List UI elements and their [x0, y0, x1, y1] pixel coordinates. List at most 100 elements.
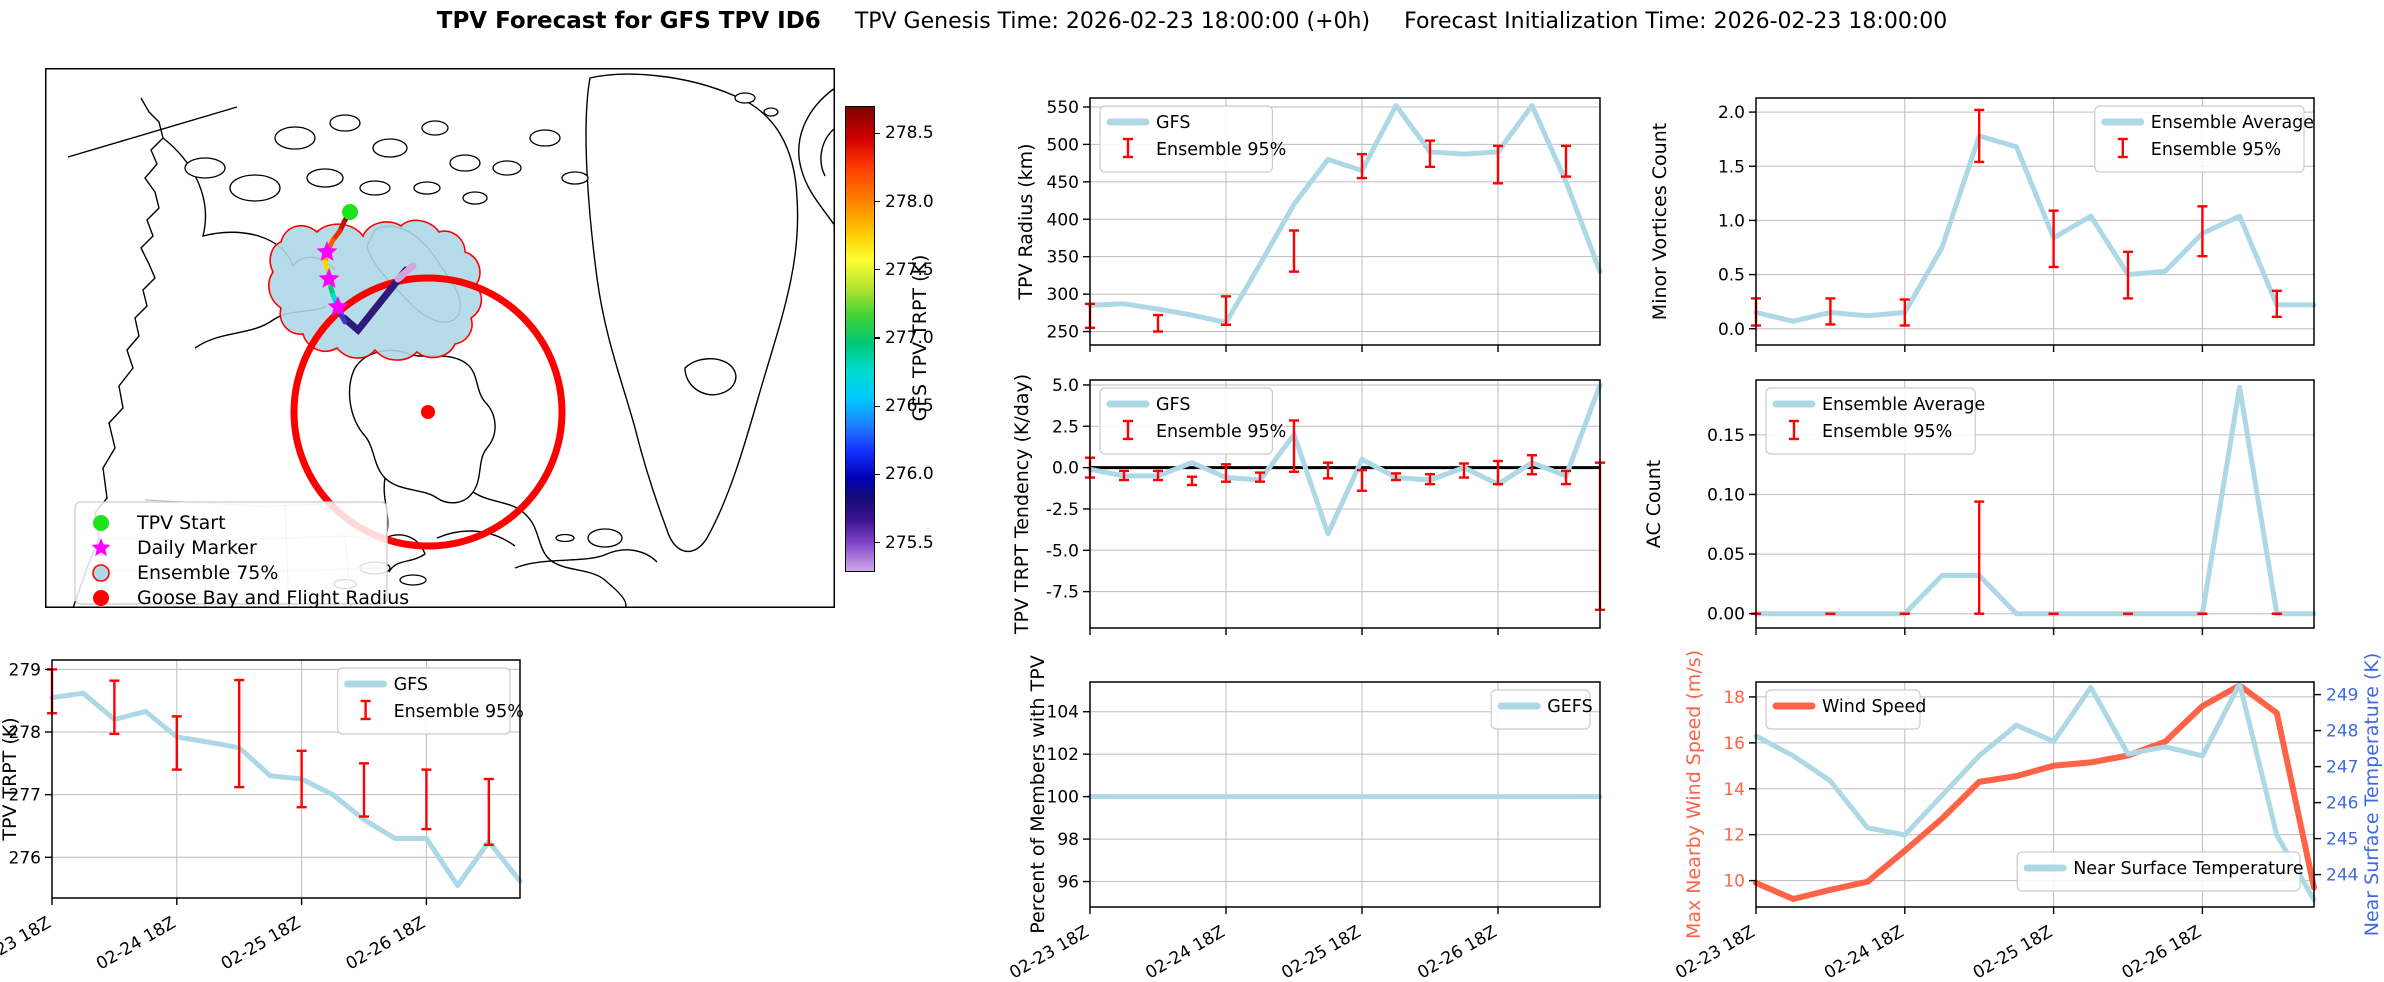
svg-text:0.05: 0.05 — [1707, 545, 1745, 565]
chart-ac: 0.00 0.05 0.10 0.15 AC Count Ensemble Average… — [1643, 379, 2317, 635]
chart-minor: 0.0 0.5 1.0 1.5 2.0 Minor Vortices Count Ensem… — [1649, 97, 2317, 352]
y-axis-label: TPV TRPT Tendency (K/day) — [1011, 374, 1033, 635]
plot-frame — [1089, 681, 1601, 908]
x-tick-label: 02-24 18Z — [93, 913, 179, 974]
colorbar-tick-label: 276.5 — [885, 396, 934, 417]
chart-percent: 96 98 100 102 104 02-23 18Z 02-24 18Z 02-25 18Z… — [1006, 655, 1603, 982]
legend: Near Surface Temperature — [2016, 851, 2304, 892]
svg-text:450: 450 — [1047, 173, 1079, 193]
legend: Wind Speed — [1765, 689, 1926, 730]
axes: 250 300 350 400 450 500 550 — [1047, 98, 1499, 352]
goose-bay-dot — [421, 405, 435, 419]
svg-text:0.5: 0.5 — [1718, 266, 1745, 286]
series-ensemble-average — [1753, 133, 2317, 324]
svg-text:-2.5: -2.5 — [1046, 500, 1079, 520]
gridlines — [1089, 98, 1600, 345]
colorbar-tick — [874, 473, 880, 476]
series-gfs — [49, 690, 523, 888]
error-bars — [1085, 139, 1571, 333]
chart-tendency: -7.5 -5.0 -2.5 0.0 2.5 5.0 TPV TRPT Tendency (… — [1011, 374, 1605, 635]
chart-trpt: 276 277 278 279 02-23 18Z 02-24 18Z 02-25 18Z 0… — [0, 659, 524, 974]
svg-text:276: 276 — [9, 848, 41, 868]
svg-text:550: 550 — [1047, 98, 1079, 118]
x-tick-label: 02-24 18Z — [1142, 922, 1228, 982]
x-tick-label: 02-23 18Z — [0, 913, 55, 974]
legend-entry-label: GFS — [1156, 113, 1190, 133]
plot-frame — [1089, 97, 1601, 346]
x-tick-label: 02-23 18Z — [1006, 922, 1092, 982]
colorbar-tick-label: 277.5 — [885, 259, 934, 280]
svg-text:249: 249 — [2326, 686, 2358, 706]
svg-text:0.15: 0.15 — [1707, 426, 1745, 446]
legend-entry-label: Ensemble Average — [2151, 113, 2314, 133]
error-bars — [47, 668, 494, 846]
svg-text:245: 245 — [2326, 830, 2358, 850]
svg-text:2.5: 2.5 — [1052, 417, 1079, 437]
svg-text:104: 104 — [1047, 703, 1079, 723]
svg-text:400: 400 — [1047, 210, 1079, 230]
svg-text:14: 14 — [1723, 780, 1745, 800]
svg-text:246: 246 — [2326, 794, 2358, 814]
daily-marker-star — [327, 296, 349, 316]
colorbar-tick — [874, 132, 880, 134]
tpv-start-dot — [342, 204, 358, 220]
right-y-axis-label: Near Surface Temperature (K) — [2361, 653, 2383, 937]
map-legend-label: Goose Bay and Flight Radius — [137, 587, 409, 608]
series-ensemble-average — [1753, 384, 2317, 617]
colorbar-tick — [874, 337, 880, 339]
svg-text:247: 247 — [2326, 758, 2358, 778]
svg-text:0.10: 0.10 — [1707, 485, 1745, 505]
legend-entry-label: GEFS — [1547, 697, 1593, 717]
svg-text:18: 18 — [1723, 688, 1745, 708]
title-genesis-time: TPV Genesis Time: 2026-02-23 18:00:00 (+… — [854, 9, 1371, 34]
colorbar-tick — [874, 542, 880, 544]
svg-text:16: 16 — [1723, 734, 1745, 754]
flight-radius-circle — [290, 274, 566, 550]
axes: 96 98 100 102 104 02-23 18Z 02-24 18Z 02-25 18Z… — [1006, 703, 1500, 982]
y-axis-label: Max Nearby Wind Speed (m/s) — [1683, 650, 1705, 939]
svg-text:102: 102 — [1047, 745, 1079, 765]
map-legend-label: Ensemble 75% — [137, 562, 278, 584]
map-svg: TPV Start Daily Marker Ensemble 75% Goose B… — [45, 68, 835, 608]
svg-text:100: 100 — [1047, 788, 1079, 808]
svg-text:1.5: 1.5 — [1718, 157, 1745, 177]
legend-entry-label: Ensemble 95% — [1156, 422, 1286, 442]
late-track-tip — [394, 262, 417, 283]
axes: 0.00 0.05 0.10 0.15 — [1707, 426, 2204, 635]
svg-text:277: 277 — [9, 786, 41, 806]
colorbar-axis-label: GFS TPV TRPT (K) — [909, 254, 931, 422]
x-tick-label: 02-25 18Z — [1970, 922, 2056, 982]
x-tick-label: 02-25 18Z — [1278, 922, 1364, 982]
legend-entry-label: GFS — [1156, 395, 1190, 415]
x-tick-label: 02-26 18Z — [343, 913, 429, 974]
series-near-surface-temperature — [1753, 681, 2317, 903]
legend: Ensemble Average Ensemble 95% — [1765, 387, 1985, 455]
svg-text:98: 98 — [1057, 830, 1079, 850]
svg-text:5.0: 5.0 — [1052, 376, 1079, 396]
x-tick-label: 02-25 18Z — [218, 913, 304, 974]
colorbar-tick-label: 276.0 — [885, 464, 934, 485]
plot-frame — [1755, 681, 2315, 908]
legend: GFS Ensemble 95% — [1099, 387, 1286, 455]
svg-text:500: 500 — [1047, 135, 1079, 155]
map-legend-label: TPV Start — [136, 512, 226, 534]
daily-marker-star — [318, 268, 340, 288]
svg-text:10: 10 — [1723, 872, 1745, 892]
svg-text:0.00: 0.00 — [1707, 605, 1745, 625]
daily-marker-star — [316, 241, 338, 261]
colorbar-tick-label: 275.5 — [885, 532, 934, 553]
colorbar-tick — [874, 269, 880, 271]
svg-text:279: 279 — [9, 660, 41, 680]
chart-radius: 250 300 350 400 450 500 550 TPV Radius (km) GFS E… — [1015, 97, 1603, 352]
map-legend: TPV Start Daily Marker Ensemble 75% Goose B… — [74, 501, 409, 608]
colorbar-tick-label: 278.5 — [885, 123, 934, 144]
legend: GFS Ensemble 95% — [1099, 105, 1286, 173]
series-gfs — [1087, 103, 1603, 325]
title-main: TPV Forecast for GFS TPV ID6 — [436, 8, 821, 34]
series-wind-speed — [1753, 682, 2317, 902]
title-init-time: Forecast Initialization Time: 2026-02-23… — [1404, 9, 1948, 34]
svg-text:278: 278 — [9, 723, 41, 743]
